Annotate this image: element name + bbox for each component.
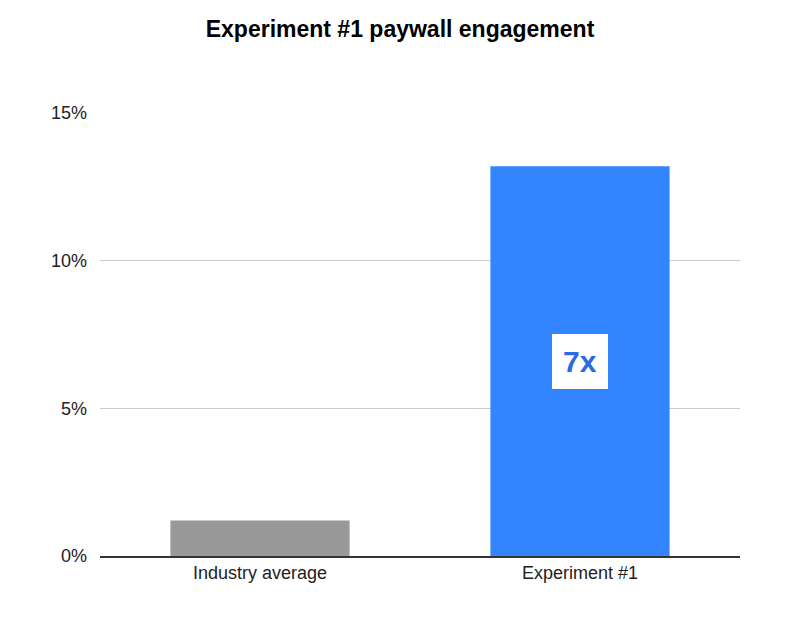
svg-text:0%: 0% [61,546,87,566]
svg-text:Experiment #1: Experiment #1 [522,563,638,583]
svg-text:7x: 7x [563,345,597,378]
svg-text:10%: 10% [51,251,87,271]
svg-text:Industry average: Industry average [193,563,327,583]
svg-text:15%: 15% [51,103,87,123]
svg-text:5%: 5% [61,399,87,419]
svg-text:Experiment #1 paywall engageme: Experiment #1 paywall engagement [206,16,595,42]
